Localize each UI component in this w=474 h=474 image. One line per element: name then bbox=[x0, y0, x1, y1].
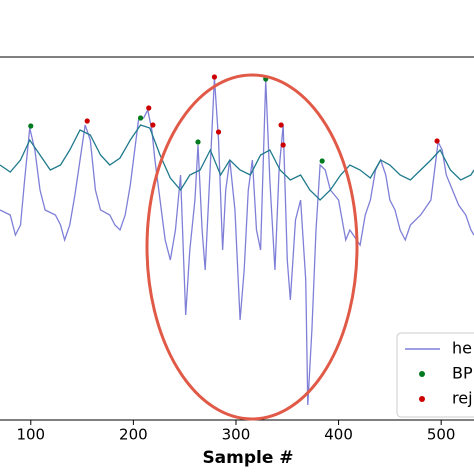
legend-label: he bbox=[452, 339, 472, 358]
x-tick-label: 500 bbox=[427, 426, 456, 444]
plot-frame bbox=[0, 56, 474, 421]
highlight-ellipse bbox=[145, 73, 359, 421]
x-tick-label: 100 bbox=[16, 426, 45, 444]
legend-marker bbox=[419, 371, 425, 377]
x-tick-label: 300 bbox=[222, 426, 251, 444]
x-axis-label: Sample # bbox=[202, 448, 293, 468]
peak-point bbox=[84, 118, 90, 124]
plot-area bbox=[0, 74, 474, 406]
peak-point bbox=[28, 123, 34, 129]
peak-point bbox=[280, 142, 286, 148]
legend-marker bbox=[419, 396, 425, 402]
legend-box bbox=[396, 332, 474, 418]
legend-label: BP bbox=[452, 364, 473, 383]
peak-point bbox=[137, 115, 144, 121]
peak-point bbox=[319, 158, 325, 164]
peak-point bbox=[150, 122, 156, 128]
legend: he BP rej bbox=[396, 332, 474, 418]
legend-label: rej bbox=[452, 389, 473, 408]
peak-point bbox=[434, 138, 440, 144]
signal-line bbox=[0, 77, 474, 406]
signal-line bbox=[0, 124, 474, 201]
peak-point bbox=[146, 105, 152, 111]
x-tick-label: 200 bbox=[119, 426, 148, 444]
peak-point bbox=[211, 74, 218, 80]
peak-point bbox=[215, 129, 222, 135]
x-tick-label: 400 bbox=[324, 426, 353, 444]
peak-point bbox=[195, 139, 201, 145]
peak-point bbox=[278, 122, 284, 128]
